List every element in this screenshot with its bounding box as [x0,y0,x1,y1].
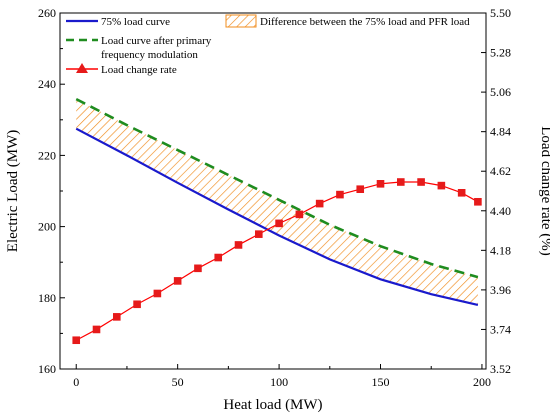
legend-item-pfr-load: Load curve after primary frequency modul… [66,35,212,61]
x-tick-label: 50 [172,375,184,389]
y-right-tick-label: 3.52 [490,362,511,376]
legend: 75% load curve Load curve after primary … [66,14,470,76]
y-axis-right-title: Load change rate (%) [538,126,550,256]
y-right-tick-label: 5.28 [490,46,511,60]
y-left-tick-label: 160 [38,362,56,376]
load-change-rate-marker [295,210,304,219]
load-change-rate-marker [255,230,263,238]
series-line-75-load [75,127,479,306]
legend-swatch-difference [225,14,257,28]
legend-label-pfr-load-line1: Load curve after primary [101,35,212,47]
load-change-rate-marker [417,178,425,186]
x-tick-label: 200 [473,375,491,389]
y-axis-left-title: Electric Load (MW) [5,130,21,252]
plot-area [72,97,482,345]
load-change-rate-marker [376,180,385,188]
load-change-rate-marker [315,199,324,208]
y-right-tick-label: 4.62 [490,164,511,178]
load-change-rate-marker [275,219,283,228]
legend-item-load-change-rate: Load change rate [66,63,177,76]
load-change-rate-marker [113,313,121,321]
y-right-tick-label: 3.96 [490,283,511,297]
legend-label-difference: Difference between the 75% load and PFR … [260,16,470,28]
axis-ticks: 0 50 100 150 200 160 180 200 220 240 260 3.52 3.74 3.… [38,6,511,389]
y-right-tick-label: 3.74 [490,322,511,336]
y-left-tick-label: 180 [38,291,56,305]
legend-label-75-load: 75% load curve [101,16,170,28]
load-change-rate-marker [214,253,223,262]
legend-marker-triangle-icon [76,63,88,73]
load-change-rate-marker [72,336,81,345]
x-axis-title: Heat load (MW) [223,397,322,413]
y-right-tick-label: 4.84 [490,125,511,139]
legend-item-difference: Difference between the 75% load and PFR … [225,14,470,28]
y-right-tick-label: 5.06 [490,85,511,99]
legend-label-load-change-rate: Load change rate [101,64,177,76]
load-change-rate-marker [234,241,243,249]
load-change-rate-marker [133,300,141,309]
load-change-rate-marker [474,197,482,206]
legend-item-75-load: 75% load curve [66,16,170,28]
y-left-tick-label: 220 [38,148,56,162]
y-left-tick-label: 200 [38,220,56,234]
load-change-rate-marker [336,190,344,199]
load-change-rate-marker [194,264,202,273]
y-right-tick-label: 5.50 [490,6,511,20]
legend-label-pfr-load-line2: frequency modulation [101,49,198,61]
load-change-rate-marker [153,289,162,298]
series-line-pfr-load [75,97,479,279]
load-change-rate-marker [92,325,101,334]
load-change-rate-marker [356,185,365,193]
load-change-rate-marker [437,181,446,190]
y-left-tick-label: 260 [38,6,56,20]
x-tick-label: 150 [372,375,390,389]
x-tick-label: 0 [73,375,79,389]
y-right-tick-label: 4.18 [490,243,511,257]
x-tick-label: 100 [270,375,288,389]
load-change-rate-marker [173,277,182,285]
y-left-tick-label: 240 [38,77,56,91]
load-change-rate-marker [397,178,405,186]
y-right-tick-label: 4.40 [490,204,511,218]
load-change-rate-marker [457,189,466,197]
